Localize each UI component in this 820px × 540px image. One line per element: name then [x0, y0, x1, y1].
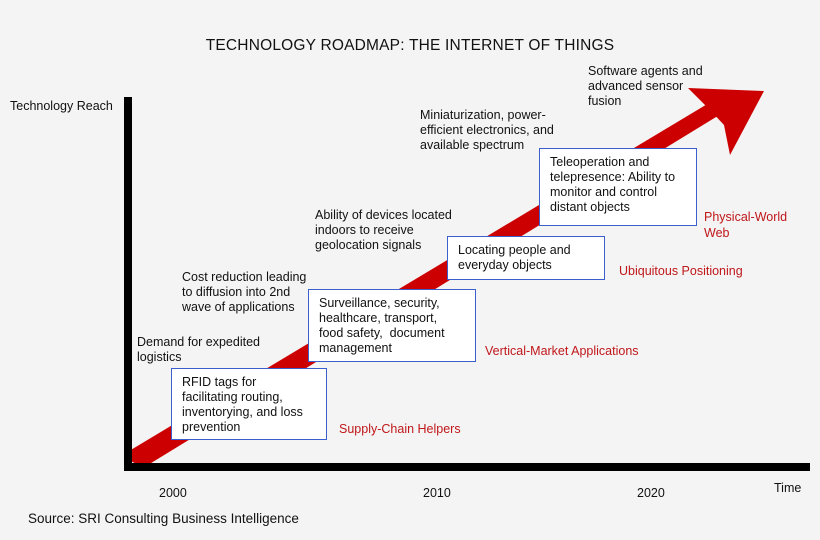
y-axis — [124, 97, 132, 471]
application-box: RFID tags for facilitating routing, inve… — [171, 368, 327, 440]
source-note: Source: SRI Consulting Business Intellig… — [28, 511, 299, 526]
page-title: TECHNOLOGY ROADMAP: THE INTERNET OF THIN… — [205, 37, 615, 54]
stage-label: Physical-World Web — [704, 210, 788, 240]
stage-label: Supply-Chain Helpers — [339, 422, 461, 436]
y-axis-label: Technology Reach — [10, 99, 113, 113]
application-box: Teleoperation and telepresence: Ability … — [539, 148, 697, 226]
driver-note: Software agents and advanced sensor fusi… — [588, 64, 703, 108]
x-tick-2010: 2010 — [423, 486, 451, 500]
x-tick-2000: 2000 — [159, 486, 187, 500]
application-box: Surveillance, security, healthcare, tran… — [308, 289, 476, 362]
driver-note: Cost reduction leading to diffusion into… — [182, 270, 307, 314]
roadmap-arrowhead — [688, 88, 764, 155]
x-axis-label: Time — [774, 481, 802, 495]
driver-note: Demand for expedited logistics — [137, 335, 260, 364]
stage-label: Ubiquitous Positioning — [619, 264, 743, 278]
application-box: Locating people and everyday objects — [447, 236, 605, 280]
driver-note: Ability of devices located indoors to re… — [315, 208, 452, 252]
x-axis — [124, 463, 810, 471]
stage-label: Vertical-Market Applications — [485, 344, 639, 358]
driver-note: Miniaturization, power- efficient electr… — [420, 108, 554, 152]
x-tick-2020: 2020 — [637, 486, 665, 500]
